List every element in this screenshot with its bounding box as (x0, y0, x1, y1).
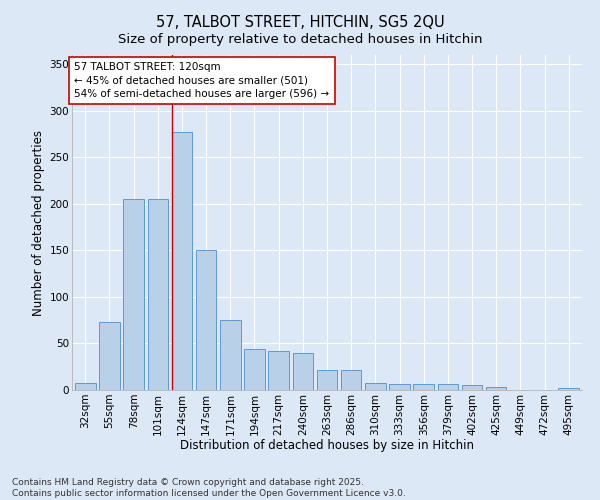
Bar (220, 320, 241, 390)
Bar (413, 384, 434, 390)
Text: Size of property relative to detached houses in Hitchin: Size of property relative to detached ho… (118, 32, 482, 46)
Bar (341, 370, 361, 390)
Text: Contains HM Land Registry data © Crown copyright and database right 2025.
Contai: Contains HM Land Registry data © Crown c… (12, 478, 406, 498)
Bar (172, 132, 192, 390)
Bar (462, 386, 482, 390)
Bar (293, 353, 313, 390)
Bar (244, 349, 265, 390)
Text: 57, TALBOT STREET, HITCHIN, SG5 2QU: 57, TALBOT STREET, HITCHIN, SG5 2QU (155, 15, 445, 30)
Bar (196, 250, 217, 390)
Bar (99, 322, 120, 390)
Y-axis label: Number of detached properties: Number of detached properties (32, 130, 46, 316)
Bar (268, 351, 289, 390)
Bar (437, 384, 458, 390)
Bar (148, 199, 168, 390)
X-axis label: Distribution of detached houses by size in Hitchin: Distribution of detached houses by size … (180, 439, 474, 452)
Bar (75, 384, 95, 390)
Bar (486, 387, 506, 390)
Bar (559, 388, 579, 390)
Bar (389, 384, 410, 390)
Text: 57 TALBOT STREET: 120sqm
← 45% of detached houses are smaller (501)
54% of semi-: 57 TALBOT STREET: 120sqm ← 45% of detach… (74, 62, 329, 99)
Bar (124, 199, 144, 390)
Bar (317, 370, 337, 390)
Bar (365, 384, 386, 390)
